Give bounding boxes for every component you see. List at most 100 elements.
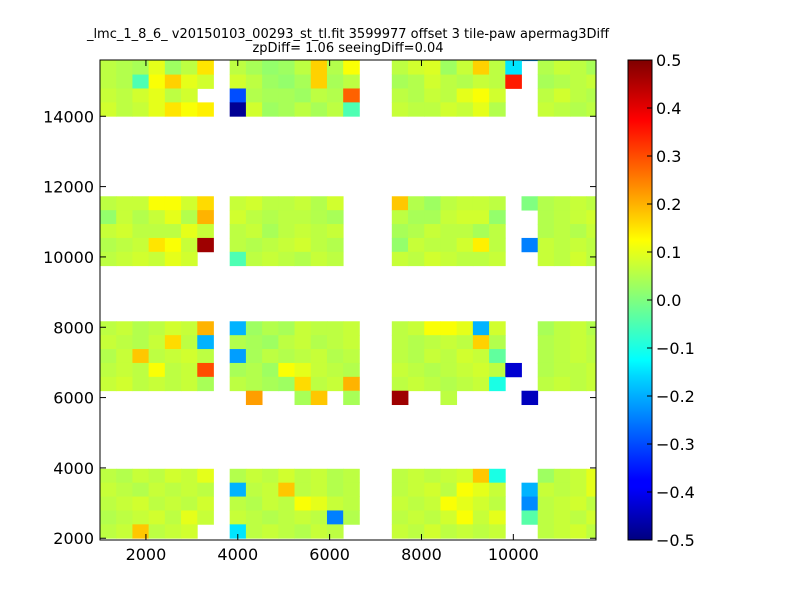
heatmap-cell (229, 196, 247, 211)
heatmap-cell (489, 60, 506, 75)
heatmap-cell (424, 60, 441, 75)
heatmap-cell (391, 362, 409, 378)
heatmap-cell (229, 251, 247, 267)
heatmap-cell (326, 376, 344, 392)
heatmap-cell (408, 102, 425, 117)
heatmap-cell (326, 196, 344, 211)
heatmap-cell (229, 482, 247, 497)
heatmap-cell (408, 74, 425, 89)
heatmap-cell (553, 376, 571, 392)
heatmap-cell (278, 224, 295, 239)
heatmap-cell (326, 524, 344, 539)
heatmap-cell (132, 482, 150, 497)
heatmap-cell (245, 88, 263, 103)
y-tick-label: 6000 (53, 389, 94, 408)
heatmap-cell (391, 482, 409, 497)
heatmap-cell (262, 468, 279, 484)
heatmap-cell (100, 468, 117, 484)
heatmap-cell (310, 224, 328, 239)
heatmap-cell (310, 524, 328, 539)
heatmap-cell (472, 362, 490, 378)
heatmap-cell (132, 510, 150, 525)
heatmap-cell (278, 237, 295, 253)
heatmap-cell (294, 60, 312, 62)
heatmap-cell (586, 510, 597, 525)
heatmap-cell (489, 321, 506, 336)
heatmap-cell (148, 251, 166, 267)
heatmap-cell (570, 60, 587, 75)
heatmap-cell (164, 524, 182, 539)
heatmap-cell (553, 224, 571, 239)
heatmap-cell (570, 524, 587, 539)
heatmap-cell (278, 251, 295, 267)
heatmap-cell (245, 251, 263, 267)
heatmap-cell (408, 60, 425, 75)
heatmap-cell (343, 60, 360, 62)
colorbar-tick-label: 0.3 (656, 147, 681, 166)
heatmap-cell (553, 496, 571, 511)
heatmap-cell (245, 60, 263, 62)
heatmap-cell (278, 321, 295, 336)
heatmap-cell (343, 468, 360, 484)
heatmap-cell (570, 102, 587, 117)
heatmap-cell (586, 60, 597, 75)
heatmap-cell (586, 482, 597, 497)
heatmap-cell (181, 349, 198, 364)
heatmap-cell (586, 349, 597, 364)
heatmap-cell (262, 376, 279, 392)
heatmap-cell (553, 335, 571, 350)
heatmap-cell (343, 510, 360, 525)
heatmap-cell (343, 482, 360, 497)
heatmap-cell (181, 468, 198, 484)
heatmap-cell (294, 210, 312, 225)
heatmap-cell (521, 237, 539, 253)
chart-subtitle: zpDiff= 1.06 seeingDiff=0.04 (252, 41, 443, 56)
heatmap-cell (262, 482, 279, 497)
heatmap-cell (164, 102, 182, 117)
heatmap-cell (262, 335, 279, 350)
heatmap-cell (278, 510, 295, 525)
heatmap-cell (310, 468, 328, 484)
heatmap-cell (553, 362, 571, 378)
heatmap-cell (245, 524, 263, 539)
heatmap-cell (310, 210, 328, 225)
heatmap-cell (570, 251, 587, 267)
heatmap-cell (440, 496, 458, 511)
heatmap-cell (391, 102, 409, 117)
heatmap-cell (164, 468, 182, 484)
heatmap-cell (343, 496, 360, 511)
heatmap-cell (408, 349, 425, 364)
heatmap-cell (229, 102, 247, 117)
heatmap-cell (570, 335, 587, 350)
heatmap-cell (116, 496, 133, 511)
heatmap-cell (440, 524, 458, 539)
heatmap-cell (489, 88, 506, 103)
heatmap-cell (278, 74, 295, 89)
heatmap-cell (278, 349, 295, 364)
heatmap-cell (326, 224, 344, 239)
heatmap-cell (489, 74, 506, 89)
heatmap-cell (181, 60, 198, 75)
heatmap-cell (148, 196, 166, 211)
heatmap-cell (116, 60, 133, 62)
heatmap-cell (553, 88, 571, 103)
heatmap-cell (391, 335, 409, 350)
heatmap-cell (164, 210, 182, 225)
heatmap-cell (262, 224, 279, 239)
heatmap-cell (456, 376, 474, 392)
heatmap-cell (100, 321, 117, 336)
heatmap-cell (229, 321, 247, 336)
heatmap-cell (326, 102, 344, 117)
heatmap-cell (229, 496, 247, 511)
heatmap-cell (408, 468, 425, 484)
heatmap-cell (229, 224, 247, 239)
heatmap-cell (343, 74, 360, 89)
heatmap-cell (116, 321, 133, 336)
heatmap-cell (116, 237, 133, 253)
heatmap-cell (100, 362, 117, 378)
heatmap-cell (294, 362, 312, 378)
heatmap-cell (472, 349, 490, 364)
heatmap-cell (440, 60, 458, 75)
heatmap-cell (326, 210, 344, 225)
heatmap-cell (537, 237, 555, 253)
